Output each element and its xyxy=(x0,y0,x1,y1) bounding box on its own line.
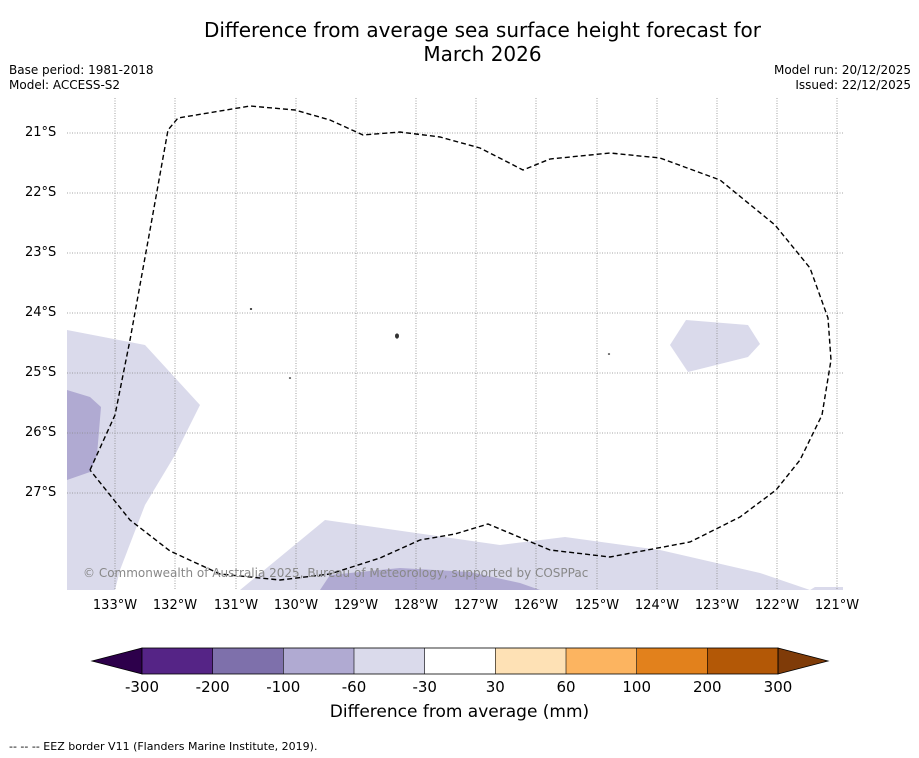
lon-label: 126°W xyxy=(513,598,559,613)
lon-label: 125°W xyxy=(574,598,620,613)
colorbar-bin xyxy=(495,648,566,674)
lon-label: 121°W xyxy=(814,598,860,613)
colorbar-under-arrow xyxy=(90,647,143,675)
lon-label: 124°W xyxy=(634,598,680,613)
colorbar-over-arrow xyxy=(777,647,830,675)
lat-label: 22°S xyxy=(25,185,57,200)
eez-legend-note: -- -- -- EEZ border V11 (Flanders Marine… xyxy=(9,740,318,753)
graticule xyxy=(67,98,843,590)
colorbar-tick: -100 xyxy=(266,678,301,696)
island xyxy=(249,308,253,310)
lon-label: 129°W xyxy=(333,598,379,613)
model-name: Model: ACCESS-S2 xyxy=(9,78,121,92)
lat-label: 26°S xyxy=(25,425,57,440)
lon-label: 130°W xyxy=(273,598,319,613)
lon-label: 131°W xyxy=(213,598,259,613)
lon-label: 122°W xyxy=(754,598,800,613)
lon-label: 128°W xyxy=(393,598,439,613)
islands xyxy=(249,308,611,379)
colorbar-tick: 100 xyxy=(622,678,651,696)
colorbar-tick: -200 xyxy=(195,678,230,696)
lat-label: 23°S xyxy=(25,245,57,260)
issued-date: Issued: 22/12/2025 xyxy=(795,78,911,92)
lon-label: 132°W xyxy=(152,598,198,613)
lat-label: 27°S xyxy=(25,485,57,500)
lat-label: 24°S xyxy=(25,305,57,320)
title-line-1: Difference from average sea surface heig… xyxy=(203,18,762,42)
colorbar-bin xyxy=(283,648,354,674)
colorbar-tick: -30 xyxy=(412,678,437,696)
anomaly-region-west xyxy=(67,330,200,590)
colorbar-tick: -300 xyxy=(124,678,160,696)
anomaly-field xyxy=(67,320,843,590)
island xyxy=(607,353,611,355)
colorbar-tick: -60 xyxy=(341,678,367,696)
island xyxy=(288,377,292,379)
colorbar-bin xyxy=(636,648,708,674)
map-title: Difference from average sea surface heig… xyxy=(150,18,815,66)
lon-label: 127°W xyxy=(453,598,499,613)
colorbar-bin xyxy=(424,648,496,674)
copyright-notice: © Commonwealth of Australia 2025, Bureau… xyxy=(83,566,589,580)
colorbar-tick: 60 xyxy=(556,678,576,696)
colorbar-bin xyxy=(354,648,425,674)
lat-label: 21°S xyxy=(25,125,57,140)
title-line-2: March 2026 xyxy=(423,42,542,66)
anomaly-region-west-core xyxy=(67,390,101,480)
colorbar-dividers xyxy=(212,648,708,674)
lon-label: 123°W xyxy=(694,598,740,613)
colorbar-tick: 30 xyxy=(485,678,505,696)
base-period: Base period: 1981-2018 xyxy=(9,63,154,77)
island xyxy=(395,333,399,339)
colorbar-tick: 200 xyxy=(692,678,722,696)
colorbar-bin xyxy=(707,648,778,674)
lat-label: 25°S xyxy=(25,365,57,380)
anomaly-region-east xyxy=(670,320,760,372)
map-area xyxy=(67,98,843,590)
anomaly-region-corner xyxy=(810,587,843,590)
colorbar-label: Difference from average (mm) xyxy=(329,702,590,722)
anomaly-region-south-core xyxy=(320,568,540,590)
run-info: Model run: 20/12/2025 Issued: 22/12/2025 xyxy=(774,63,911,93)
colorbar-frame xyxy=(141,647,779,675)
colorbar-bin xyxy=(566,648,637,674)
model-run: Model run: 20/12/2025 xyxy=(773,63,911,77)
model-info: Base period: 1981-2018 Model: ACCESS-S2 xyxy=(9,63,154,93)
lon-label: 133°W xyxy=(92,598,138,613)
colorbar xyxy=(90,647,830,675)
colorbar-bin xyxy=(142,648,213,674)
colorbar-tick: 300 xyxy=(763,678,793,696)
colorbar-bin xyxy=(212,648,284,674)
